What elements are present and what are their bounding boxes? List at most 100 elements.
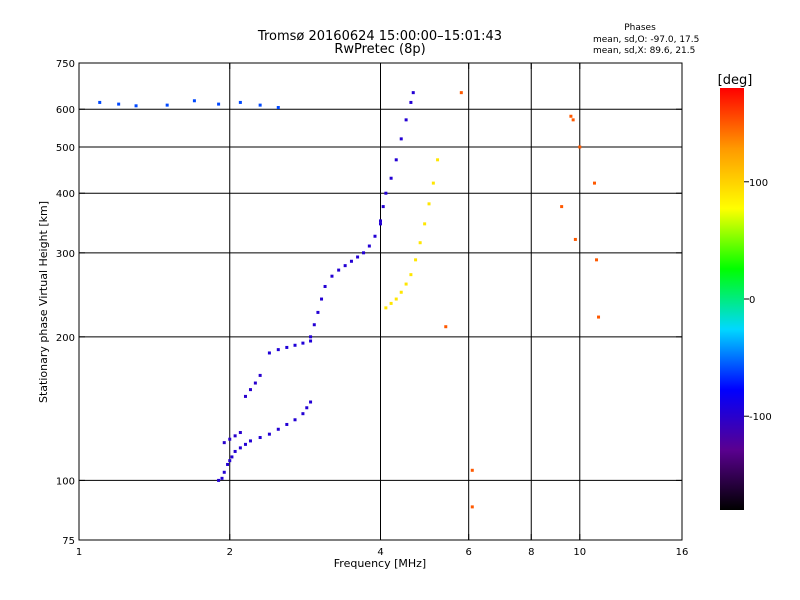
data-point [379, 222, 382, 226]
data-point [356, 255, 360, 259]
data-point [379, 219, 382, 223]
colorbar-label: [deg] [718, 73, 753, 88]
data-point [98, 100, 102, 104]
data-point [367, 244, 371, 248]
data-point [470, 505, 474, 509]
data-point [578, 145, 582, 149]
x-tick-label: 16 [676, 547, 689, 558]
stats-line-x: mean, sd,X: 89.6, 21.5 [593, 46, 695, 56]
data-point [276, 348, 280, 352]
data-point [258, 103, 262, 107]
data-point [323, 284, 327, 288]
data-point [238, 100, 242, 104]
data-point [248, 388, 252, 392]
data-point [253, 381, 257, 385]
data-point [233, 434, 237, 438]
stats-line-o: mean, sd,O: -97.0, 17.5 [593, 35, 699, 45]
data-point [436, 158, 440, 162]
data-point [305, 406, 309, 410]
data-point [248, 439, 252, 443]
data-point [258, 373, 262, 377]
data-point [309, 335, 313, 339]
data-point [394, 158, 398, 162]
y-tick-label: 200 [56, 333, 75, 344]
data-point [276, 106, 280, 110]
colorbar [720, 88, 744, 510]
data-point [384, 191, 388, 195]
y-tick-label: 750 [56, 59, 75, 70]
x-tick-label: 10 [573, 547, 586, 558]
data-point [320, 297, 324, 301]
chart-title: Tromsø 20160624 15:00:00–15:01:43 [257, 29, 502, 44]
chart-subtitle: RwPretec (8p) [334, 42, 425, 57]
data-point [423, 222, 427, 226]
data-point [573, 237, 577, 241]
data-point [316, 310, 320, 314]
data-point [228, 437, 232, 441]
x-tick-label: 4 [377, 547, 383, 558]
x-tick-label: 6 [465, 547, 471, 558]
data-point [228, 459, 232, 463]
data-point [293, 343, 297, 347]
x-axis-label: Frequency [MHz] [334, 557, 426, 570]
data-point [394, 297, 398, 301]
data-points [98, 91, 601, 509]
data-point [389, 301, 393, 305]
data-point [399, 290, 403, 294]
y-axis-label: Stationary phase Virtual Height [km] [37, 201, 50, 403]
y-axis: 75 100 200 300 400 500 600 750 [56, 59, 682, 547]
data-point [312, 323, 316, 327]
data-point [373, 234, 377, 238]
data-point [362, 251, 366, 255]
data-point [276, 427, 280, 431]
data-point [117, 102, 121, 106]
data-point [301, 412, 305, 416]
data-point [293, 418, 297, 422]
y-tick-label: 75 [62, 536, 75, 547]
data-point [267, 351, 271, 355]
data-point [309, 339, 313, 343]
data-point [427, 202, 431, 206]
data-point [595, 258, 599, 262]
y-tick-label: 500 [56, 143, 75, 154]
colorbar-ticks: 100 0 -100 [744, 178, 772, 423]
data-point [220, 476, 224, 480]
data-point [243, 442, 247, 446]
y-tick-label: 100 [56, 476, 75, 487]
data-point [459, 91, 463, 95]
data-point [217, 478, 221, 482]
data-point [569, 114, 573, 118]
stats-title: Phases [624, 23, 656, 33]
x-tick-label: 2 [227, 547, 233, 558]
colorbar-tick-label: 0 [749, 295, 755, 306]
data-point [222, 441, 226, 445]
data-point [226, 462, 230, 466]
data-point [309, 400, 313, 404]
data-point [399, 137, 403, 141]
y-tick-label: 400 [56, 189, 75, 200]
data-point [343, 264, 347, 268]
data-point [349, 259, 353, 263]
data-point [404, 282, 408, 286]
data-point [217, 102, 221, 106]
x-axis: 1 2 4 6 8 10 16 [76, 63, 689, 558]
data-point [238, 431, 242, 435]
data-point [409, 273, 413, 277]
data-point [404, 118, 408, 122]
data-point [409, 100, 413, 104]
data-point [470, 468, 474, 472]
data-point [411, 91, 415, 95]
data-point [592, 181, 596, 185]
data-point [301, 341, 305, 345]
data-point [285, 422, 289, 426]
data-point [230, 455, 234, 459]
x-tick-label: 8 [528, 547, 534, 558]
data-point [165, 103, 169, 107]
data-point [222, 470, 226, 474]
y-tick-label: 300 [56, 249, 75, 260]
data-point [560, 205, 564, 209]
data-point [258, 436, 262, 440]
data-point [330, 274, 334, 278]
data-point [192, 99, 196, 103]
